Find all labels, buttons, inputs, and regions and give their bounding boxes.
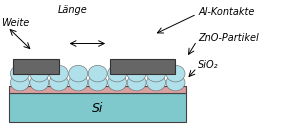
Ellipse shape	[10, 74, 29, 91]
Ellipse shape	[147, 74, 165, 91]
Ellipse shape	[88, 74, 107, 91]
Ellipse shape	[166, 65, 185, 82]
Text: Länge: Länge	[58, 5, 87, 15]
Bar	[13, 59, 59, 74]
Ellipse shape	[108, 74, 127, 91]
Ellipse shape	[69, 74, 88, 91]
Text: Si: Si	[92, 102, 103, 115]
Bar	[110, 59, 175, 74]
Ellipse shape	[30, 65, 49, 82]
Ellipse shape	[10, 65, 29, 82]
Text: SiO₂: SiO₂	[198, 60, 219, 70]
Bar	[9, 93, 186, 122]
Ellipse shape	[166, 74, 185, 91]
Ellipse shape	[49, 74, 68, 91]
Text: ZnO-Partikel: ZnO-Partikel	[198, 33, 259, 43]
Ellipse shape	[88, 65, 107, 82]
Ellipse shape	[127, 65, 146, 82]
Ellipse shape	[108, 65, 127, 82]
Text: Al-Kontakte: Al-Kontakte	[198, 7, 255, 17]
Bar	[9, 86, 186, 93]
Ellipse shape	[30, 74, 49, 91]
Ellipse shape	[127, 74, 146, 91]
Ellipse shape	[49, 65, 68, 82]
Text: Weite: Weite	[1, 18, 30, 28]
Ellipse shape	[147, 65, 165, 82]
Ellipse shape	[69, 65, 88, 82]
